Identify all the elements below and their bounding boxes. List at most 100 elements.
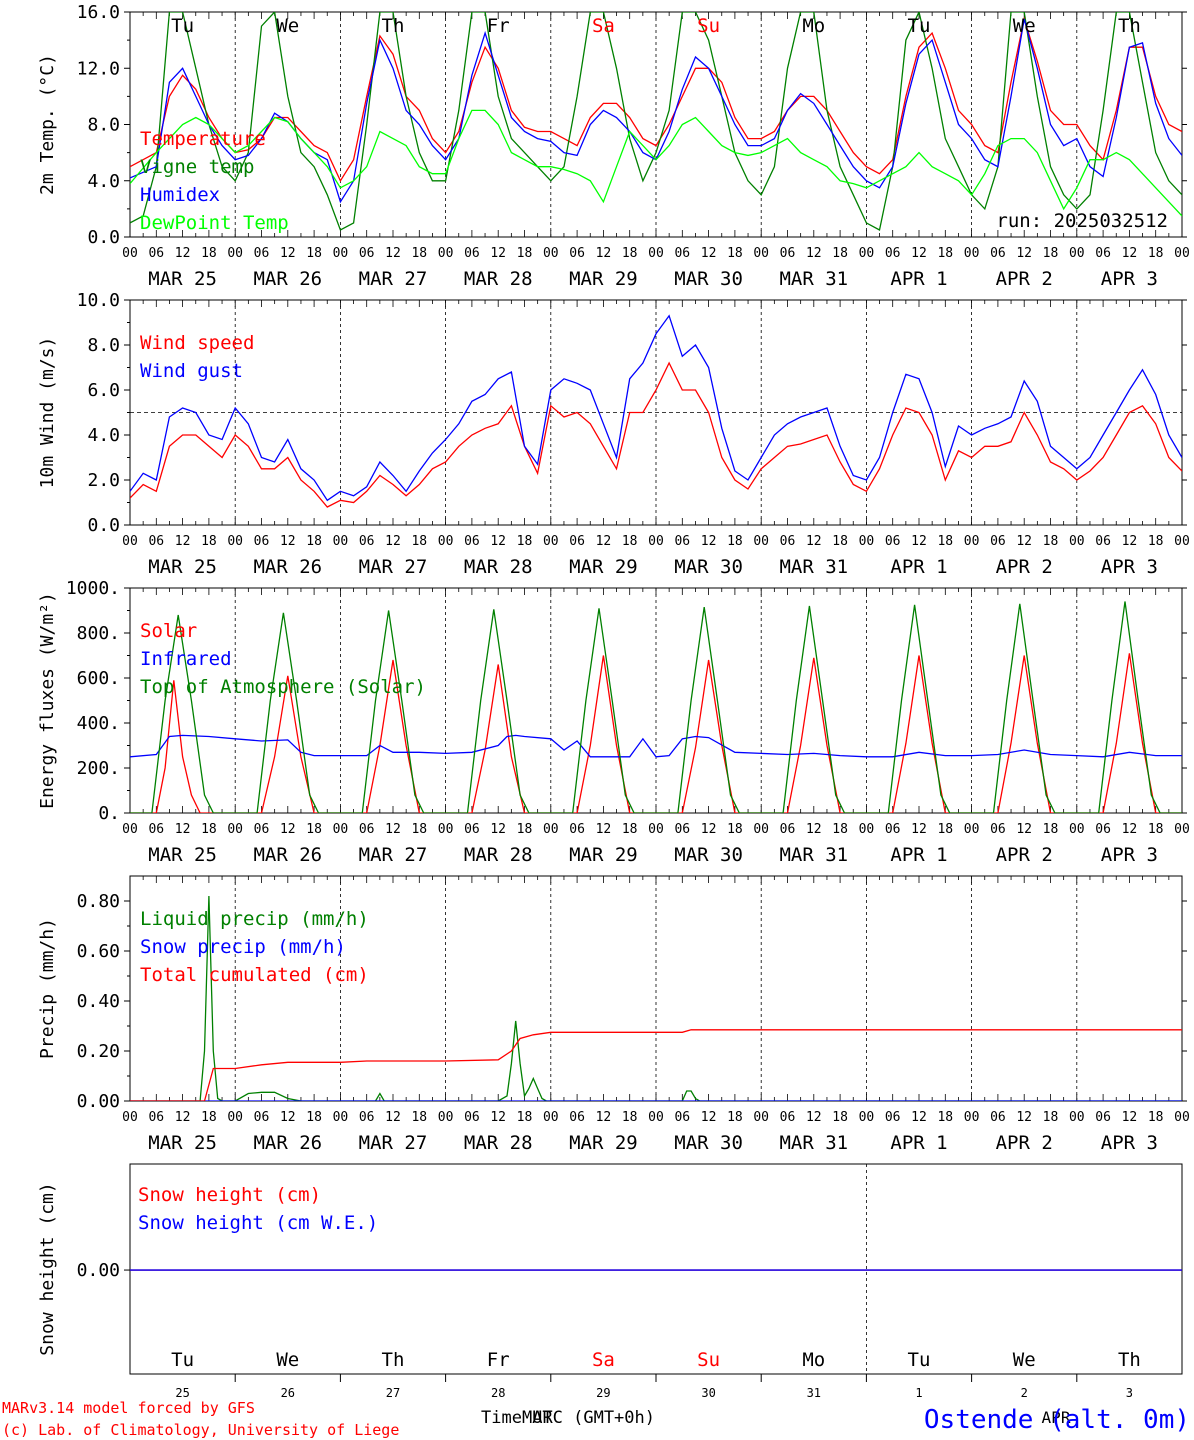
hour-tick-label: 00 — [1174, 534, 1190, 549]
date-label: APR 2 — [996, 268, 1053, 290]
date-label: MAR 26 — [253, 268, 322, 290]
date-label: APR 2 — [996, 1132, 1053, 1154]
hour-tick-label: 06 — [780, 822, 796, 837]
hour-tick-label: 06 — [1095, 1110, 1111, 1125]
y-tick-label: 0.00 — [77, 1091, 120, 1112]
hour-tick-label: 18 — [622, 822, 638, 837]
date-label: MAR 30 — [674, 268, 743, 290]
hour-tick-label: 06 — [674, 822, 690, 837]
y-tick-label: 0. — [98, 803, 120, 824]
date-label: APR 3 — [1101, 556, 1158, 578]
hour-tick-label: 12 — [385, 822, 401, 837]
y-tick-label: 0.00 — [77, 1260, 120, 1281]
hour-tick-label: 06 — [990, 246, 1006, 261]
hour-tick-label: 12 — [806, 822, 822, 837]
hour-tick-label: 06 — [674, 1110, 690, 1125]
plot-frame — [129, 587, 1183, 814]
hour-tick-label: 12 — [911, 822, 927, 837]
date-label: MAR 29 — [569, 844, 638, 866]
hour-tick-label: 18 — [727, 822, 743, 837]
day-label: We — [276, 1349, 299, 1371]
hour-tick-label: 18 — [1043, 246, 1059, 261]
model-credit: MARv3.14 model forced by GFS — [2, 1399, 255, 1417]
date-label: MAR 30 — [674, 1132, 743, 1154]
day-label: Mo — [802, 15, 825, 37]
hour-tick-label: 00 — [227, 246, 243, 261]
hour-tick-label: 06 — [674, 246, 690, 261]
hour-tick-label: 00 — [1174, 1110, 1190, 1125]
hour-tick-label: 18 — [832, 822, 848, 837]
date-label: MAR 29 — [569, 268, 638, 290]
day-number-label: 2 — [1021, 1386, 1028, 1400]
hour-tick-label: 12 — [175, 246, 191, 261]
hour-tick-label: 00 — [964, 1110, 980, 1125]
hour-tick-label: 00 — [227, 534, 243, 549]
hour-tick-label: 12 — [175, 534, 191, 549]
y-tick-label: 1000. — [66, 578, 120, 599]
wind-panel: 0.0 2.0 4.0 6.0 8.0 10.0 10m Wind (m/s) Wind sp… — [37, 290, 1190, 578]
day-label: Sa — [592, 1349, 615, 1371]
hour-tick-label: 12 — [175, 1110, 191, 1125]
hour-tick-label: 18 — [1148, 246, 1164, 261]
date-label: APR 1 — [890, 556, 947, 578]
date-label: MAR 26 — [253, 844, 322, 866]
hour-tick-label: 06 — [359, 246, 375, 261]
hour-tick-label: 00 — [1069, 246, 1085, 261]
date-label: APR 1 — [890, 1132, 947, 1154]
series-line — [130, 18, 1182, 204]
series-line — [130, 16, 1182, 183]
hour-tick-label: 00 — [438, 246, 454, 261]
hour-tick-label: 00 — [859, 822, 875, 837]
date-label: APR 3 — [1101, 1132, 1158, 1154]
hour-tick-label: 00 — [1069, 1110, 1085, 1125]
hour-tick-label: 06 — [885, 246, 901, 261]
hour-tick-label: 18 — [306, 822, 322, 837]
hour-tick-label: 06 — [569, 534, 585, 549]
hour-tick-label: 18 — [201, 246, 217, 261]
y-tick-label: 10.0 — [77, 290, 120, 311]
day-number-label: 1 — [915, 1386, 922, 1400]
footer: MARv3.14 model forced by GFS (c) Lab. of… — [2, 1399, 1190, 1439]
hour-tick-label: 00 — [333, 246, 349, 261]
hour-tick-label: 06 — [990, 1110, 1006, 1125]
y-tick-label: 8.0 — [87, 335, 120, 356]
hour-tick-label: 12 — [280, 534, 296, 549]
series-line — [130, 734, 1182, 758]
hour-tick-label: 06 — [359, 1110, 375, 1125]
hour-tick-label: 18 — [201, 822, 217, 837]
hour-tick-label: 12 — [701, 822, 717, 837]
hour-tick-label: 18 — [727, 1110, 743, 1125]
y-axis-label: 2m Temp. (°C) — [37, 54, 58, 195]
hour-tick-label: 00 — [1069, 534, 1085, 549]
hour-tick-label: 12 — [385, 246, 401, 261]
hour-tick-label: 06 — [148, 534, 164, 549]
hour-tick-label: 00 — [753, 534, 769, 549]
hour-tick-label: 18 — [622, 534, 638, 549]
y-tick-label: 4.0 — [87, 425, 120, 446]
hour-tick-label: 18 — [306, 1110, 322, 1125]
date-label: MAR 27 — [359, 556, 428, 578]
date-label: MAR 27 — [359, 1132, 428, 1154]
day-label: Tu — [171, 1349, 194, 1371]
hour-tick-label: 12 — [911, 534, 927, 549]
hour-tick-label: 12 — [806, 534, 822, 549]
y-tick-label: 0.0 — [87, 515, 120, 536]
hour-tick-label: 12 — [1122, 246, 1138, 261]
date-label: MAR 31 — [779, 1132, 848, 1154]
hour-tick-label: 06 — [1095, 534, 1111, 549]
hour-tick-label: 00 — [438, 1110, 454, 1125]
hour-tick-label: 12 — [701, 534, 717, 549]
station-title: Ostende (alt. 0m) — [924, 1405, 1190, 1435]
y-tick-label: 0.60 — [77, 941, 120, 962]
hour-tick-label: 12 — [490, 246, 506, 261]
day-number-label: 29 — [596, 1386, 610, 1400]
hour-tick-label: 12 — [490, 1110, 506, 1125]
hour-tick-label: 12 — [596, 534, 612, 549]
hour-tick-label: 12 — [385, 1110, 401, 1125]
hour-tick-label: 00 — [122, 1110, 138, 1125]
hour-tick-label: 06 — [464, 1110, 480, 1125]
hour-tick-label: 18 — [727, 534, 743, 549]
hour-tick-label: 18 — [937, 1110, 953, 1125]
hour-tick-label: 06 — [569, 246, 585, 261]
